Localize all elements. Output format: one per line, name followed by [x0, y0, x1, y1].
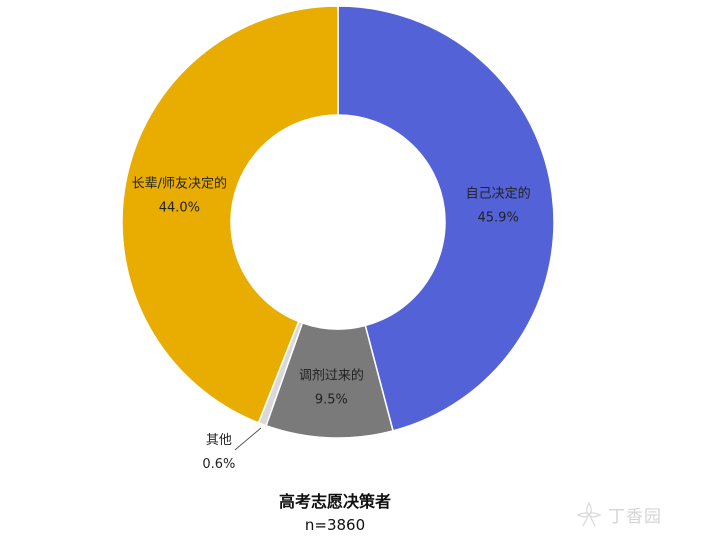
slice-value-1: 9.5%	[315, 392, 348, 407]
chart-title: 高考志愿决策者	[278, 492, 391, 511]
leader-line-2	[234, 427, 262, 451]
watermark-text: 丁香园	[608, 506, 662, 527]
slice-value-3: 44.0%	[159, 201, 200, 216]
slice-value-2: 0.6%	[202, 457, 235, 472]
slice-label-0: 自己决定的	[466, 185, 531, 201]
slice-label-3: 长辈/师友决定的	[132, 176, 227, 192]
slice-0	[337, 5, 555, 432]
flower-logo-icon	[576, 501, 602, 527]
slice-label-2: 其他	[206, 433, 232, 448]
slice-3	[121, 5, 339, 424]
chart-subtitle: n=3860	[304, 516, 366, 534]
donut-chart: 自己决定的 45.9% 调剂过来的 9.5% 其他 0.6% 长辈/师友决定的 44.0%	[121, 5, 555, 472]
watermark-logo: 丁香园	[574, 496, 694, 532]
slice-value-0: 45.9%	[478, 210, 519, 225]
slice-label-1: 调剂过来的	[299, 367, 364, 383]
